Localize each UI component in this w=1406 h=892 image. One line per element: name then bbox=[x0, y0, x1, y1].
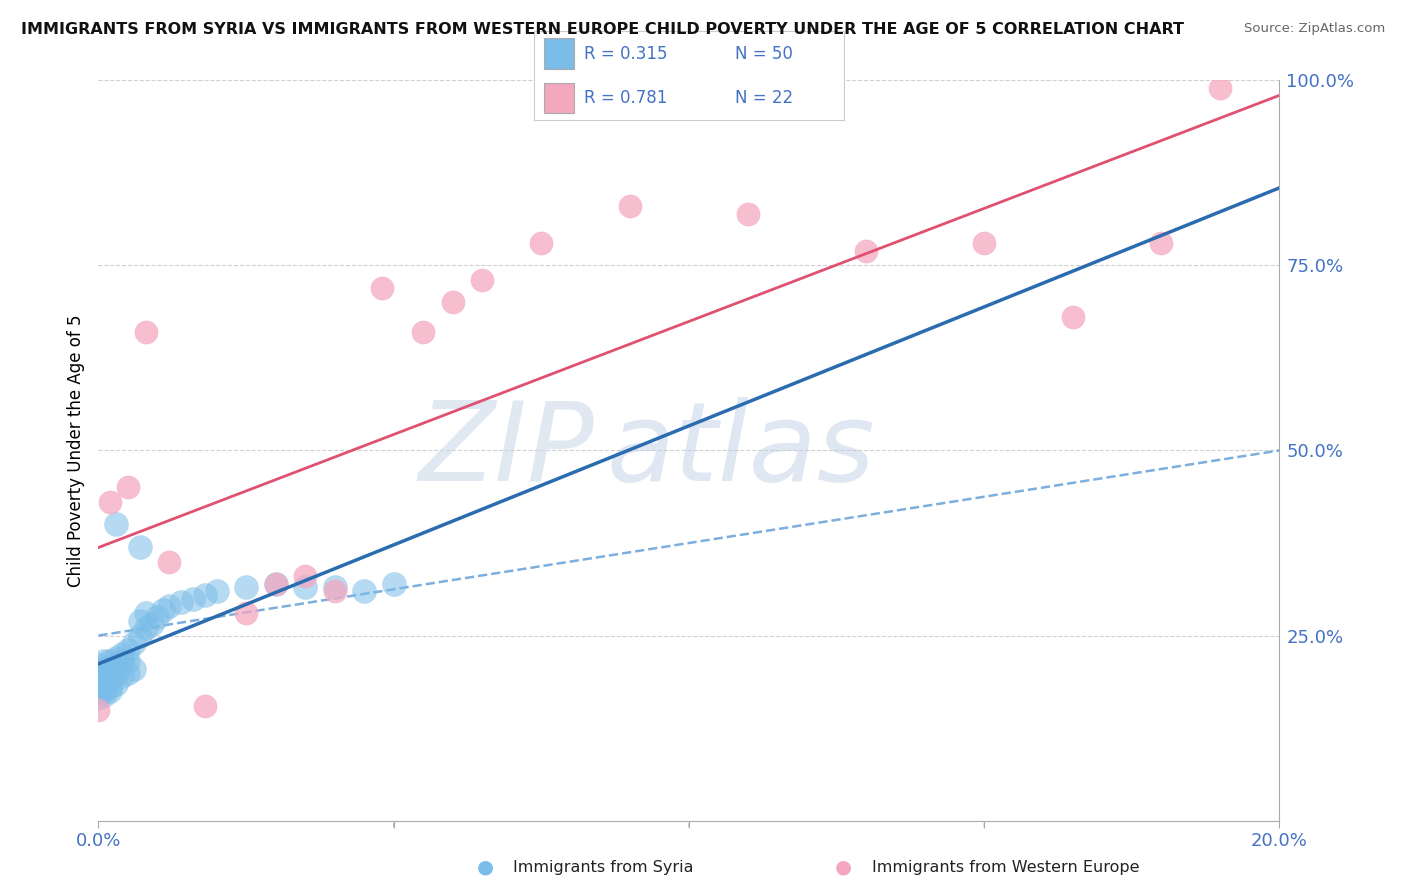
Point bbox=[111, 669, 134, 683]
Point bbox=[98, 662, 121, 676]
Text: ●: ● bbox=[477, 857, 494, 877]
FancyBboxPatch shape bbox=[544, 83, 575, 113]
Point bbox=[93, 662, 115, 676]
Point bbox=[128, 614, 150, 628]
Point bbox=[105, 676, 128, 690]
Point bbox=[105, 650, 128, 665]
Point bbox=[117, 655, 139, 669]
Text: Source: ZipAtlas.com: Source: ZipAtlas.com bbox=[1244, 22, 1385, 36]
Point bbox=[87, 658, 110, 673]
Point bbox=[105, 665, 128, 680]
Point bbox=[135, 325, 157, 339]
Text: atlas: atlas bbox=[606, 397, 875, 504]
Point bbox=[471, 273, 494, 287]
Point bbox=[111, 647, 134, 661]
Text: IMMIGRANTS FROM SYRIA VS IMMIGRANTS FROM WESTERN EUROPE CHILD POVERTY UNDER THE : IMMIGRANTS FROM SYRIA VS IMMIGRANTS FROM… bbox=[21, 22, 1184, 37]
Point bbox=[135, 607, 157, 621]
Point bbox=[855, 244, 877, 258]
Point bbox=[93, 673, 115, 687]
Point bbox=[117, 665, 139, 680]
Point bbox=[371, 280, 394, 294]
Point bbox=[1209, 80, 1232, 95]
Point bbox=[98, 681, 121, 695]
Point bbox=[264, 576, 287, 591]
Y-axis label: Child Poverty Under the Age of 5: Child Poverty Under the Age of 5 bbox=[66, 314, 84, 587]
Text: Immigrants from Syria: Immigrants from Syria bbox=[513, 860, 693, 874]
FancyBboxPatch shape bbox=[544, 38, 575, 69]
Text: R = 0.781: R = 0.781 bbox=[583, 89, 666, 107]
Point bbox=[87, 703, 110, 717]
Point bbox=[170, 595, 193, 609]
Point bbox=[93, 676, 115, 690]
Point bbox=[157, 599, 180, 613]
Point bbox=[264, 576, 287, 591]
Point bbox=[737, 206, 759, 220]
Point bbox=[146, 610, 169, 624]
Point bbox=[105, 517, 128, 532]
Point bbox=[128, 628, 150, 642]
Point bbox=[98, 655, 121, 669]
Point bbox=[323, 581, 346, 595]
Point bbox=[619, 199, 641, 213]
Text: ZIP: ZIP bbox=[419, 397, 595, 504]
Point bbox=[117, 643, 139, 657]
Point bbox=[973, 236, 995, 251]
Point bbox=[87, 669, 110, 683]
Point bbox=[98, 673, 121, 687]
Point bbox=[1062, 310, 1084, 325]
Point bbox=[323, 584, 346, 599]
Point bbox=[98, 495, 121, 509]
Point bbox=[181, 591, 204, 606]
Point bbox=[141, 617, 163, 632]
Point bbox=[87, 684, 110, 698]
Point bbox=[122, 662, 145, 676]
Point bbox=[294, 581, 316, 595]
Point bbox=[98, 684, 121, 698]
Point bbox=[530, 236, 553, 251]
Point bbox=[105, 658, 128, 673]
Text: N = 22: N = 22 bbox=[735, 89, 793, 107]
Point bbox=[294, 569, 316, 583]
Point bbox=[1150, 236, 1173, 251]
Point bbox=[87, 676, 110, 690]
Point bbox=[122, 636, 145, 650]
Point bbox=[93, 688, 115, 702]
Point bbox=[87, 691, 110, 706]
Text: ●: ● bbox=[835, 857, 852, 877]
Point bbox=[194, 698, 217, 713]
Text: R = 0.315: R = 0.315 bbox=[583, 45, 668, 62]
Point bbox=[194, 588, 217, 602]
Point bbox=[235, 581, 257, 595]
Point bbox=[205, 584, 228, 599]
Text: N = 50: N = 50 bbox=[735, 45, 793, 62]
Text: Immigrants from Western Europe: Immigrants from Western Europe bbox=[872, 860, 1139, 874]
Point bbox=[111, 655, 134, 669]
Point bbox=[412, 325, 434, 339]
Point bbox=[353, 584, 375, 599]
Point bbox=[128, 540, 150, 554]
Point bbox=[98, 669, 121, 683]
Point bbox=[152, 602, 174, 616]
Point bbox=[135, 621, 157, 635]
Point bbox=[382, 576, 405, 591]
Point bbox=[441, 295, 464, 310]
Point bbox=[93, 684, 115, 698]
Point bbox=[93, 655, 115, 669]
Point bbox=[117, 480, 139, 494]
Point bbox=[93, 669, 115, 683]
Point bbox=[235, 607, 257, 621]
Point bbox=[157, 555, 180, 569]
